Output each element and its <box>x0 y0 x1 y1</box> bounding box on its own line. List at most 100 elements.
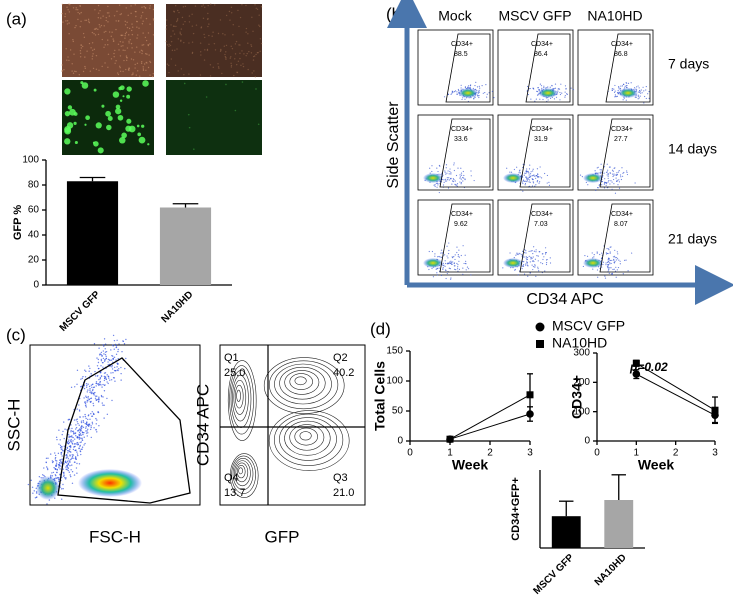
event <box>446 180 448 182</box>
cell-speck <box>97 28 99 31</box>
cell-speck <box>145 39 148 42</box>
event <box>521 250 524 252</box>
cell-speck <box>123 59 125 62</box>
cell-speck <box>239 57 241 60</box>
event <box>515 254 517 256</box>
cell-speck <box>67 9 69 11</box>
gfp-cell <box>126 86 132 92</box>
event <box>98 398 100 401</box>
cell-speck <box>239 16 242 19</box>
event <box>453 262 455 265</box>
event <box>85 426 87 428</box>
cell-speck <box>250 44 252 46</box>
event <box>607 169 609 171</box>
cell-speck <box>176 20 178 23</box>
event <box>431 250 434 253</box>
event <box>458 268 461 270</box>
cell-speck <box>114 49 116 52</box>
event <box>94 375 97 377</box>
event <box>456 184 458 186</box>
event <box>645 89 647 91</box>
event <box>519 253 521 255</box>
event <box>525 250 527 252</box>
event <box>436 186 438 188</box>
event <box>595 189 597 191</box>
event <box>73 419 76 421</box>
event <box>606 261 609 263</box>
cell-speck <box>217 63 219 65</box>
event <box>614 249 616 251</box>
cell-speck <box>73 53 75 55</box>
event <box>617 253 619 255</box>
cell-speck <box>134 51 136 53</box>
event <box>596 251 598 253</box>
gfp-cell <box>67 105 73 110</box>
event <box>532 256 534 258</box>
cell-speck <box>86 50 88 52</box>
event <box>522 190 524 192</box>
event <box>488 92 490 94</box>
event <box>100 375 103 377</box>
cell-speck <box>149 7 151 9</box>
cell-speck <box>142 20 144 22</box>
cell-speck <box>173 10 175 12</box>
bar <box>551 516 581 548</box>
gfp-cell <box>66 122 74 129</box>
gate-value: 8.07 <box>614 221 628 228</box>
cell-speck <box>80 11 82 14</box>
column-header: MSCV GFP <box>498 8 571 24</box>
event <box>80 453 82 456</box>
event <box>454 90 457 92</box>
cell-speck <box>170 58 173 60</box>
event <box>449 262 451 265</box>
cell-speck <box>252 30 254 33</box>
event <box>99 376 102 379</box>
event <box>618 259 620 261</box>
event <box>90 397 92 400</box>
event <box>622 99 624 101</box>
contour <box>234 460 251 487</box>
event <box>624 87 626 89</box>
event <box>431 165 433 167</box>
cell-speck <box>88 21 91 24</box>
event <box>615 95 617 97</box>
event <box>121 350 123 353</box>
event <box>534 175 536 177</box>
event <box>613 174 615 177</box>
event <box>111 354 113 357</box>
cell-speck <box>177 38 180 40</box>
event <box>453 169 455 172</box>
event <box>524 172 526 174</box>
event <box>439 256 441 258</box>
event <box>106 413 109 416</box>
x-tick-label: 0 <box>594 448 600 459</box>
cell-speck <box>112 40 115 42</box>
event <box>460 87 462 89</box>
event <box>112 377 115 379</box>
cell-speck <box>170 35 172 38</box>
event <box>542 253 544 255</box>
gfp-cell <box>126 118 132 124</box>
event <box>533 260 535 263</box>
event <box>446 255 448 257</box>
event <box>462 97 464 99</box>
gate-label: CD34+ <box>531 211 553 218</box>
cell-speck <box>220 49 222 52</box>
event <box>625 99 627 101</box>
cell-speck <box>74 26 76 29</box>
cell-speck <box>107 53 110 55</box>
event <box>551 84 553 87</box>
event <box>91 421 94 424</box>
event <box>587 184 589 186</box>
event <box>600 172 602 175</box>
cell-speck <box>129 39 131 41</box>
density <box>503 258 523 268</box>
event <box>62 430 64 433</box>
gate <box>445 33 491 103</box>
event <box>50 474 52 477</box>
micrograph <box>166 4 262 77</box>
y-axis-label: CD34+ <box>569 375 585 419</box>
gate <box>57 357 191 504</box>
event <box>100 395 103 398</box>
event <box>63 421 65 423</box>
